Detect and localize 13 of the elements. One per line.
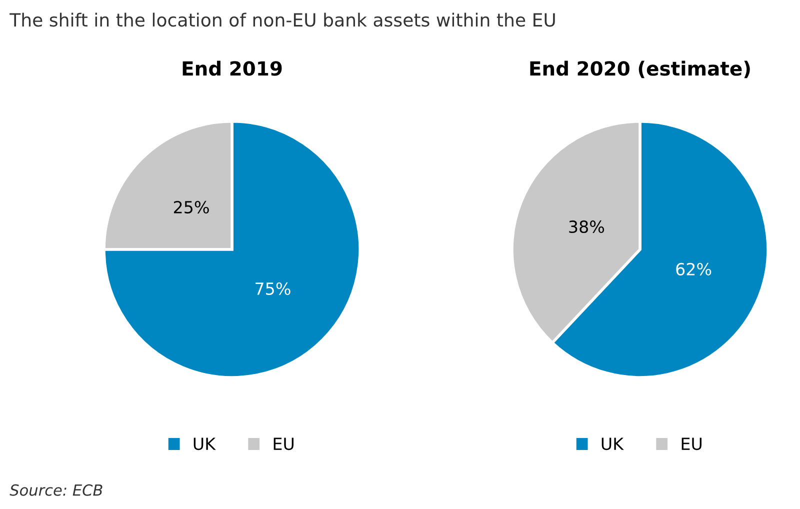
source-note: Source: ECB: [10, 484, 102, 496]
data-label: 75%: [256, 282, 290, 295]
text: The shift in the location of non-EU bank assets within the EU: [10, 12, 555, 27]
chart-title: End 2020 (estimate): [530, 60, 750, 78]
legend-label: UK: [194, 438, 216, 450]
legend-label: UK: [602, 438, 624, 450]
chart-title: End 2019: [182, 60, 282, 76]
legend-label: EU: [682, 438, 702, 450]
pie-slice: [102, 120, 362, 379]
legend-label: EU: [274, 438, 294, 450]
data-label: 62%: [676, 262, 712, 276]
data-label: 25%: [174, 200, 209, 214]
data-label: 38%: [569, 220, 604, 234]
